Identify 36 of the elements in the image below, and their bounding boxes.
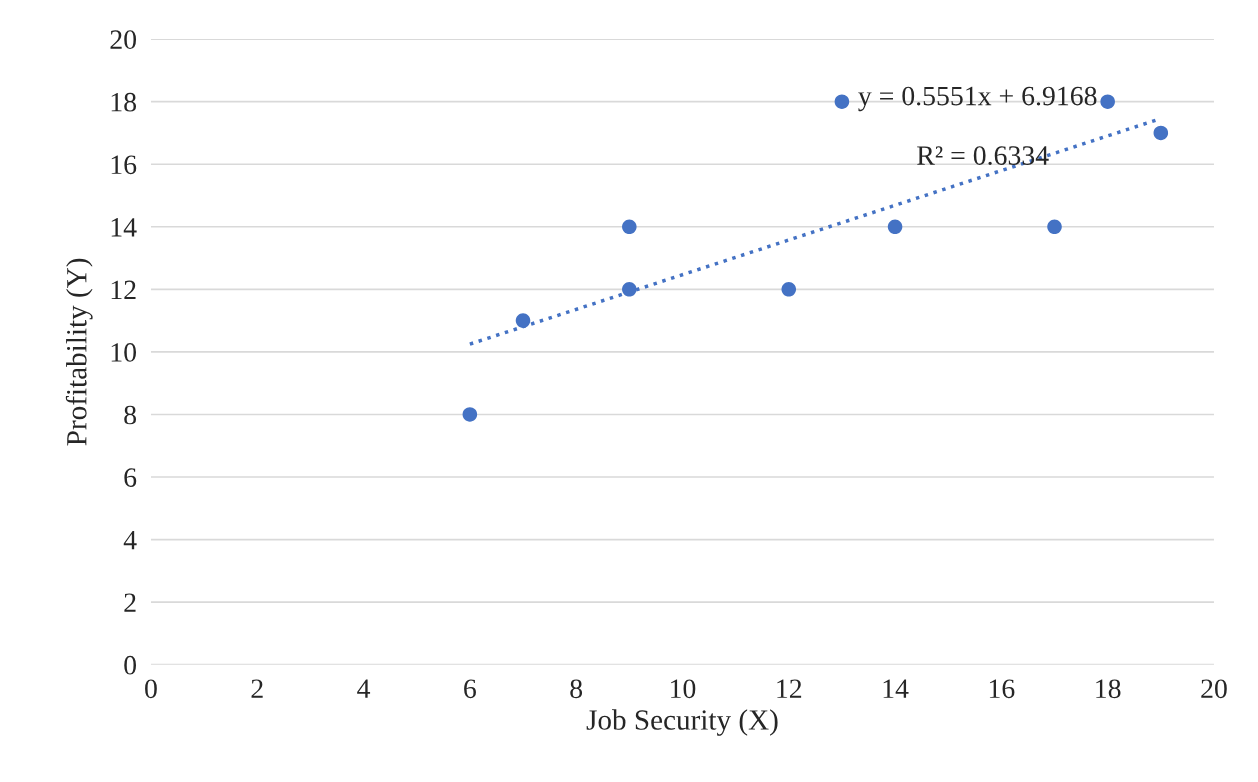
x-tick-label: 6	[464, 679, 476, 699]
x-tick-label: 16	[989, 679, 1015, 699]
x-tick-label: 20	[1201, 679, 1227, 699]
y-tick-label: 16	[111, 155, 137, 175]
point	[462, 407, 478, 422]
x-axis-title: Job Security (X)	[586, 709, 778, 736]
y-tick-label: 18	[111, 92, 137, 112]
x-tick-label: 4	[357, 679, 371, 698]
y-tick-label: 4	[123, 530, 137, 550]
y-tick-label: 10	[111, 343, 137, 362]
point	[622, 282, 637, 297]
x-tick-label: 12	[777, 679, 802, 698]
annotation: y = 0.5551x + 6.9168	[858, 86, 1097, 112]
point	[1047, 219, 1062, 235]
y-tick-label: 8	[124, 405, 137, 425]
x-tick-label: 0	[145, 679, 157, 699]
x-tick-label: 10	[671, 679, 696, 699]
y-tick-label: 2	[124, 593, 136, 612]
point	[622, 219, 637, 235]
y-tick-label: 6	[124, 468, 137, 487]
y-tick-label: 14	[111, 218, 137, 237]
point	[887, 219, 903, 235]
x-tick-label: 2	[251, 679, 263, 698]
x-tick-label: 8	[570, 679, 583, 699]
y-axis-title: Profitability (Y)	[65, 258, 93, 446]
point	[515, 313, 531, 328]
annotation: R² = 0.6334	[917, 146, 1049, 166]
point	[1153, 125, 1169, 141]
y-tick-label: 12	[111, 280, 136, 299]
y-tick-label: 0	[124, 655, 137, 675]
x-tick-label: 14	[883, 679, 909, 698]
point	[834, 94, 850, 109]
point	[1100, 94, 1115, 109]
x-tick-label: 18	[1096, 679, 1121, 699]
y-tick-label: 20	[110, 30, 137, 50]
point	[781, 282, 797, 297]
